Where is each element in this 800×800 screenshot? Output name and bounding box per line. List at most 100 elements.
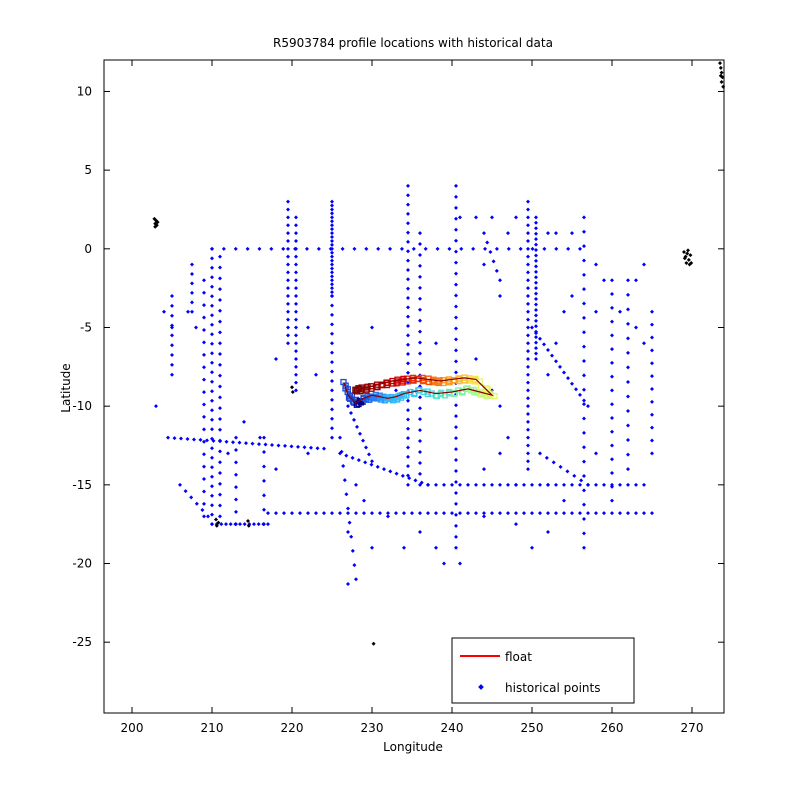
historical-point [534,253,538,258]
historical-point [218,308,222,313]
historical-point [205,438,209,443]
historical-point [526,223,530,228]
historical-point [538,451,542,456]
historical-point [454,194,458,199]
historical-point [170,362,174,367]
historical-point [454,479,458,484]
historical-point [402,511,406,516]
y-axis-ticks: 10 5 0 -5 -10 -15 -20 -25 [72,84,724,649]
historical-point [330,270,334,275]
historical-point [406,333,410,338]
historical-point [610,429,614,434]
historical-point [418,242,422,247]
historical-point [210,332,214,337]
historical-point [474,482,478,487]
historical-point [498,482,502,487]
historical-point [330,286,334,291]
historical-point [210,493,214,498]
historical-point [202,427,206,432]
float-profile-marker [483,385,490,392]
historical-point [506,482,510,487]
historical-point [534,280,538,285]
historical-point [406,239,410,244]
historical-point [582,244,586,249]
historical-point [269,246,274,251]
historical-point [454,425,458,430]
historical-point [498,451,502,456]
historical-point [202,365,206,370]
historical-point [202,278,206,283]
historical-point [170,294,174,299]
historical-point [346,581,350,586]
historical-point [170,372,174,377]
black-point [246,523,251,528]
historical-point [546,530,550,535]
historical-point [582,330,586,335]
historical-point [286,238,290,243]
historical-point [394,511,398,516]
historical-point [294,372,298,377]
black-point [214,523,219,528]
historical-point [526,451,530,456]
historical-point [534,286,538,291]
historical-point [554,341,558,346]
historical-point [210,427,214,432]
historical-point [454,216,458,221]
historical-point [418,406,422,411]
historical-point [406,258,410,263]
historical-point [330,360,334,365]
historical-point [530,246,535,251]
historical-point [294,278,298,283]
historical-point [406,398,410,403]
historical-point [526,467,530,472]
historical-point [582,272,586,277]
historical-point [482,231,486,236]
historical-point [526,333,530,338]
historical-point [202,489,206,494]
historical-point [238,522,242,527]
historical-point [218,471,222,476]
historical-point [594,482,598,487]
float-profile-marker [491,393,498,400]
historical-point [526,254,530,259]
historical-point [218,276,222,281]
historical-point [562,309,566,314]
historical-point [534,313,538,318]
historical-point [330,215,334,220]
historical-point [418,439,422,444]
historical-point [454,249,458,254]
historical-point [202,377,206,382]
historical-point [534,302,538,307]
historical-point [526,459,530,464]
historical-point [566,376,570,381]
historical-point [551,460,556,465]
y-tick-label: -10 [72,399,92,413]
historical-point [294,309,298,314]
historical-point [418,231,422,236]
historical-point [534,264,538,269]
historical-point [262,464,266,469]
historical-point [534,248,538,253]
historical-point [338,511,342,516]
historical-point [538,336,542,341]
historical-point [406,183,410,188]
historical-point [266,511,270,516]
historical-point [650,309,654,314]
historical-point [634,325,638,330]
historical-point [154,404,158,409]
historical-point [276,443,281,448]
black-point [684,260,689,265]
historical-point [642,262,646,267]
historical-point [582,531,586,536]
historical-point [304,246,309,251]
legend: float historical points [451,637,635,704]
historical-point [538,482,542,487]
historical-point [330,254,334,259]
historical-point [294,333,298,338]
historical-point [330,238,334,243]
historical-point [367,452,371,457]
historical-point [394,471,399,476]
historical-point [406,482,410,487]
historical-point [418,530,422,535]
historical-point [506,231,510,236]
